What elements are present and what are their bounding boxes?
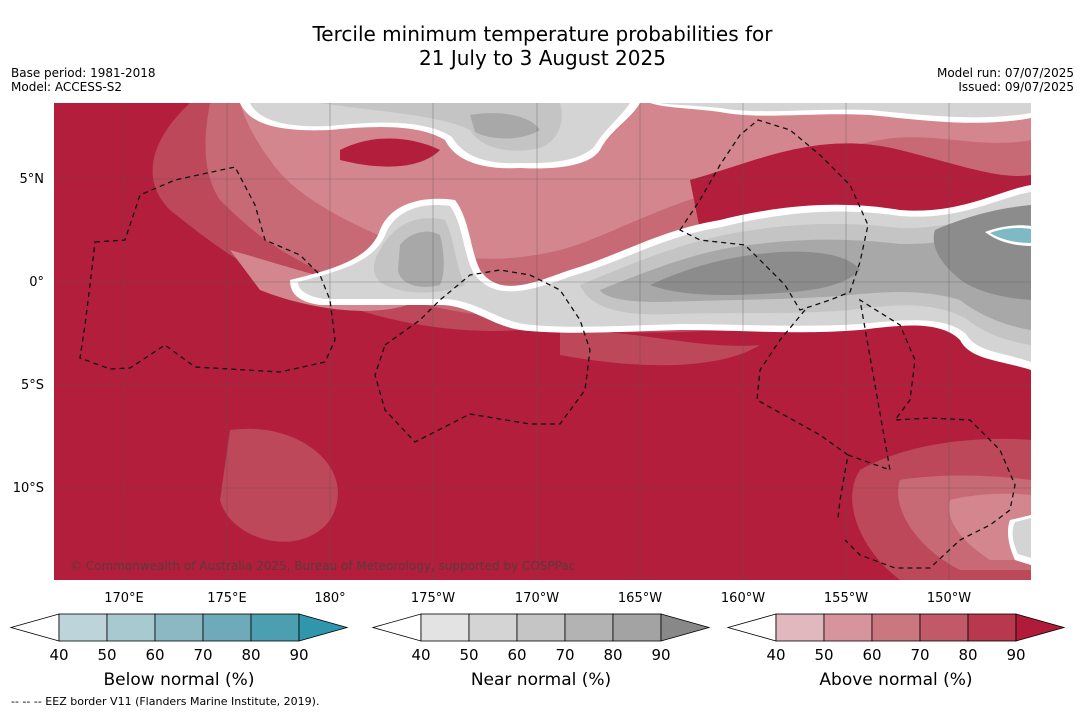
above-normal-colorbar: 40 50 60 70 80 90 Above normal (%): [726, 613, 1066, 690]
below-normal-colorbar-title: Below normal (%): [104, 670, 255, 690]
below-70-patch-east: [990, 228, 1031, 243]
meta-right: Model run: 07/07/2025 Issued: 09/07/2025: [937, 66, 1074, 94]
near-normal-colorbar-tick: 70: [555, 646, 574, 664]
near-normal-colorbar-segment: [516, 613, 566, 642]
above-normal-colorbar-segment: [775, 613, 825, 642]
above-normal-colorbar-low-arrow: [726, 613, 777, 642]
below-normal-colorbar-segment: [250, 613, 300, 642]
latitude-labels: 5°N 0° 5°S 10°S: [13, 172, 44, 496]
below-normal-colorbar-tick: 50: [97, 646, 116, 664]
below-normal-colorbar-segment: [154, 613, 204, 642]
map-field: [54, 103, 1031, 580]
below-normal-colorbar: 40 50 60 70 80 90 Below normal (%): [9, 613, 349, 690]
below-normal-colorbar-segment: [106, 613, 156, 642]
above-normal-colorbar-segment: [871, 613, 921, 642]
below-normal-colorbar-tick: 90: [289, 646, 308, 664]
map-title: Tercile minimum temperature probabilitie…: [0, 22, 1085, 70]
eez-borders: [79, 119, 1016, 569]
below-normal-colorbar-tick: 60: [145, 646, 164, 664]
near-normal-colorbar-tick: 60: [507, 646, 526, 664]
map-gridlines: [54, 103, 1031, 580]
above-normal-colorbar-segment: [823, 613, 873, 642]
eez-line-north: [679, 119, 869, 311]
above-normal-colorbar-tick: 80: [958, 646, 977, 664]
lat-label-0: 0°: [29, 275, 44, 290]
meta-left: Base period: 1981-2018 Model: ACCESS-S2: [11, 66, 156, 94]
lon-label-155w: 155°W: [824, 591, 868, 606]
near-normal-colorbar-tick: 80: [603, 646, 622, 664]
near-70-north: [470, 113, 540, 139]
lat-label-10s: 10°S: [13, 481, 44, 496]
near-50-se: [1012, 518, 1031, 558]
lon-label-165w: 165°W: [618, 591, 662, 606]
near-normal-colorbar-tick: 90: [651, 646, 670, 664]
issued-text: Issued: 09/07/2025: [958, 80, 1074, 94]
lon-label-150w: 150°W: [927, 591, 971, 606]
lon-label-170e: 170°E: [104, 591, 144, 606]
near-normal-colorbar-high-arrow: [660, 613, 711, 642]
colorbars: 40 50 60 70 80 90 Below normal (%) 40 50 60 70 80 90…: [9, 613, 1066, 690]
lon-label-180: 180°: [314, 591, 345, 606]
above-normal-colorbar-high-arrow: [1015, 613, 1066, 642]
near-50-ne: [660, 103, 1031, 118]
below-normal-colorbar-high-arrow: [298, 613, 349, 642]
eez-footnote: -- -- -- EEZ border V11 (Flanders Marine…: [11, 695, 320, 708]
above-normal-colorbar-tick: 60: [862, 646, 881, 664]
below-normal-colorbar-segment: [202, 613, 252, 642]
below-normal-colorbar-tick: 80: [241, 646, 260, 664]
above-normal-colorbar-title: Above normal (%): [819, 670, 972, 690]
eez-line-south: [756, 309, 849, 519]
above-normal-colorbar-tick: 50: [814, 646, 833, 664]
eez-tuvalu: [79, 166, 336, 373]
model-run-text: Model run: 07/07/2025: [936, 66, 1074, 80]
near-normal-colorbar: 40 50 60 70 80 90 Near normal (%): [371, 613, 711, 690]
lon-label-160w: 160°W: [721, 591, 765, 606]
lat-label-5s: 5°S: [21, 378, 44, 393]
above-normal-colorbar-tick: 90: [1006, 646, 1025, 664]
near-normal-colorbar-segment: [420, 613, 470, 642]
near-normal-colorbar-tick: 40: [411, 646, 430, 664]
near-normal-colorbar-segment: [612, 613, 662, 642]
below-normal-colorbar-low-arrow: [9, 613, 60, 642]
below-normal-colorbar-tick: 40: [49, 646, 68, 664]
above-80-band-central: [560, 330, 760, 366]
eez-phoenix: [374, 269, 591, 443]
model-text: Model: ACCESS-S2: [11, 80, 123, 94]
near-80-central: [650, 251, 860, 296]
lon-label-175w: 175°W: [411, 591, 455, 606]
above-normal-colorbar-tick: 40: [766, 646, 785, 664]
above-normal-colorbar-segment: [967, 613, 1017, 642]
lat-label-5n: 5°N: [20, 172, 45, 187]
near-normal-colorbar-segment: [468, 613, 518, 642]
above-90-patch-n1: [340, 138, 440, 167]
above-normal-colorbar-segment: [919, 613, 969, 642]
below-normal-colorbar-segment: [58, 613, 108, 642]
above-80-patch-sw: [220, 428, 338, 542]
lon-label-175e: 175°E: [207, 591, 247, 606]
near-normal-colorbar-low-arrow: [371, 613, 422, 642]
near-normal-colorbar-tick: 50: [459, 646, 478, 664]
below-normal-colorbar-tick: 70: [193, 646, 212, 664]
near-70-island-west: [398, 231, 444, 287]
eez-cook-islands: [844, 298, 1016, 569]
near-normal-colorbar-segment: [564, 613, 614, 642]
above-normal-colorbar-tick: 70: [910, 646, 929, 664]
title-line-1: Tercile minimum temperature probabilitie…: [312, 22, 773, 46]
longitude-labels: 170°E 175°E 180° 175°W 170°W 165°W 160°W…: [104, 591, 971, 606]
near-normal-colorbar-title: Near normal (%): [471, 670, 611, 690]
copyright-credit: © Commonwealth of Australia 2025, Bureau…: [70, 559, 575, 573]
title-line-2: 21 July to 3 August 2025: [419, 46, 666, 70]
base-period-text: Base period: 1981-2018: [11, 66, 156, 80]
lon-label-170w: 170°W: [515, 591, 559, 606]
